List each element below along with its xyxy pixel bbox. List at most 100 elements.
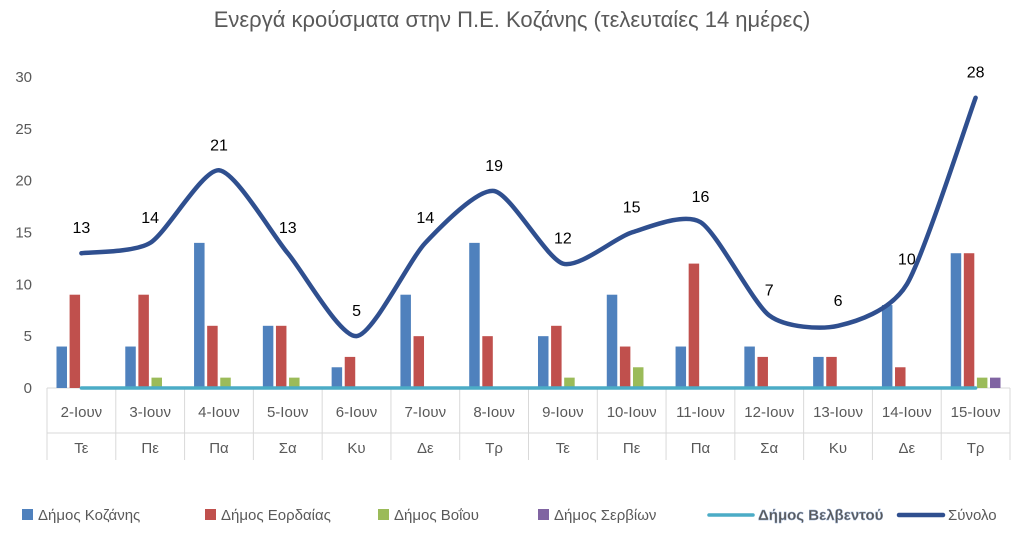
data-label: 13	[279, 220, 297, 237]
y-tick-label: 20	[15, 173, 32, 190]
y-tick-label: 15	[15, 225, 32, 242]
x-tick-day-label: Πα	[691, 440, 711, 457]
bar	[220, 377, 231, 388]
legend-label: Δήμος Βελβεντού	[758, 507, 884, 524]
x-tick-day-label: Σα	[279, 440, 297, 457]
bar	[757, 356, 768, 388]
bar	[551, 325, 562, 388]
legend-swatch	[378, 509, 389, 520]
chart-title: Ενεργά κρούσματα στην Π.Ε. Κοζάνης (τελε…	[214, 7, 811, 32]
data-label: 5	[352, 303, 361, 320]
x-tick-day-label: Πε	[623, 440, 641, 457]
x-tick-day-label: Δε	[898, 440, 915, 457]
bar	[138, 294, 149, 388]
bar	[826, 356, 837, 388]
data-label: 6	[834, 293, 843, 310]
data-label: 16	[692, 189, 710, 206]
bar	[950, 253, 962, 388]
bar	[744, 346, 755, 388]
x-tick-day-label: Τρ	[967, 440, 985, 457]
legend-swatch	[205, 509, 216, 520]
x-tick-label: 11-Ιουν	[676, 404, 725, 421]
data-label: 13	[72, 220, 90, 237]
bar	[537, 336, 549, 388]
data-label: 28	[967, 65, 985, 82]
x-tick-day-label: Τρ	[485, 440, 503, 457]
y-tick-label: 0	[24, 380, 32, 397]
x-tick-label: 8-Ιουν	[473, 404, 515, 421]
x-tick-day-label: Σα	[760, 440, 778, 457]
x-tick-day-label: Κυ	[347, 440, 365, 457]
bar-series	[56, 242, 1001, 388]
bar	[194, 242, 205, 388]
line-series	[79, 95, 978, 390]
x-tick-label: 9-Ιουν	[542, 404, 584, 421]
data-label: 7	[765, 282, 774, 299]
bar	[688, 263, 700, 388]
x-tick-day-label: Δε	[417, 440, 434, 457]
x-tick-label: 4-Ιουν	[198, 404, 240, 421]
bar	[275, 325, 287, 388]
legend-swatch	[538, 509, 549, 520]
bar	[262, 325, 274, 388]
bar	[413, 336, 425, 388]
x-tick-label: 13-Ιουν	[813, 404, 863, 421]
x-tick-label: 15-Ιουν	[951, 404, 1001, 421]
data-label: 14	[416, 210, 434, 227]
legend-label: Δήμος Κοζάνης	[38, 507, 140, 524]
data-label: 14	[141, 210, 159, 227]
bar	[564, 377, 575, 388]
x-tick-day-label: Κυ	[829, 440, 847, 457]
x-tick-label: 3-Ιουν	[129, 404, 171, 421]
bar	[125, 346, 136, 388]
data-label: 21	[210, 137, 228, 154]
bar	[606, 294, 618, 388]
x-tick-label: 10-Ιουν	[607, 404, 657, 421]
x-tick-label: 7-Ιουν	[405, 404, 447, 421]
bar	[289, 377, 300, 388]
bar	[151, 377, 162, 388]
bar	[482, 336, 493, 388]
data-label: 19	[485, 158, 503, 175]
x-tick-label: 2-Ιουν	[61, 404, 103, 421]
bar	[675, 346, 687, 388]
x-tick-day-label: Πε	[141, 440, 159, 457]
axes: 0 5 10 15 20 25 30 2-Ιουν Τε 3-Ιουν Πε 4-Ιουν Πα 5-Ιο…	[15, 69, 1011, 460]
x-tick-label: 5-Ιουν	[267, 404, 309, 421]
legend: Δήμος Κοζάνης Δήμος Εορδαίας Δήμος Βοΐου Δή…	[22, 507, 997, 524]
bar	[963, 253, 975, 388]
bar	[469, 242, 480, 388]
data-label: 10	[898, 251, 916, 268]
bar	[895, 367, 906, 388]
x-tick-label: 12-Ιουν	[744, 404, 794, 421]
bar	[632, 367, 644, 388]
x-tick-label: 6-Ιουν	[336, 404, 378, 421]
bar	[207, 325, 218, 388]
legend-label: Δήμος Εορδαίας	[221, 507, 331, 524]
bar	[990, 377, 1001, 388]
x-tick-day-label: Πα	[209, 440, 229, 457]
bar	[619, 346, 631, 388]
legend-label: Δήμος Βοΐου	[394, 507, 479, 524]
data-labels: 13 14 21 13 5 14 19 12 15 16 7 6 10 28	[72, 65, 984, 320]
y-tick-label: 25	[15, 121, 32, 138]
y-tick-label: 10	[15, 276, 32, 293]
y-tick-label: 5	[24, 328, 32, 345]
bar	[400, 294, 411, 388]
x-tick-label: 14-Ιουν	[882, 404, 932, 421]
data-label: 12	[554, 231, 572, 248]
bar	[69, 294, 81, 388]
legend-swatch	[22, 509, 33, 520]
bar	[813, 356, 824, 388]
bar	[344, 356, 356, 388]
x-tick-day-label: Τε	[74, 440, 89, 457]
bar	[976, 377, 988, 388]
bar	[331, 367, 343, 388]
legend-label: Σύνολο	[948, 507, 997, 524]
legend-label: Δήμος Σερβίων	[554, 507, 656, 524]
data-label: 15	[623, 200, 641, 217]
bar	[881, 305, 893, 388]
y-tick-label: 30	[15, 69, 32, 86]
total-line	[79, 95, 978, 339]
